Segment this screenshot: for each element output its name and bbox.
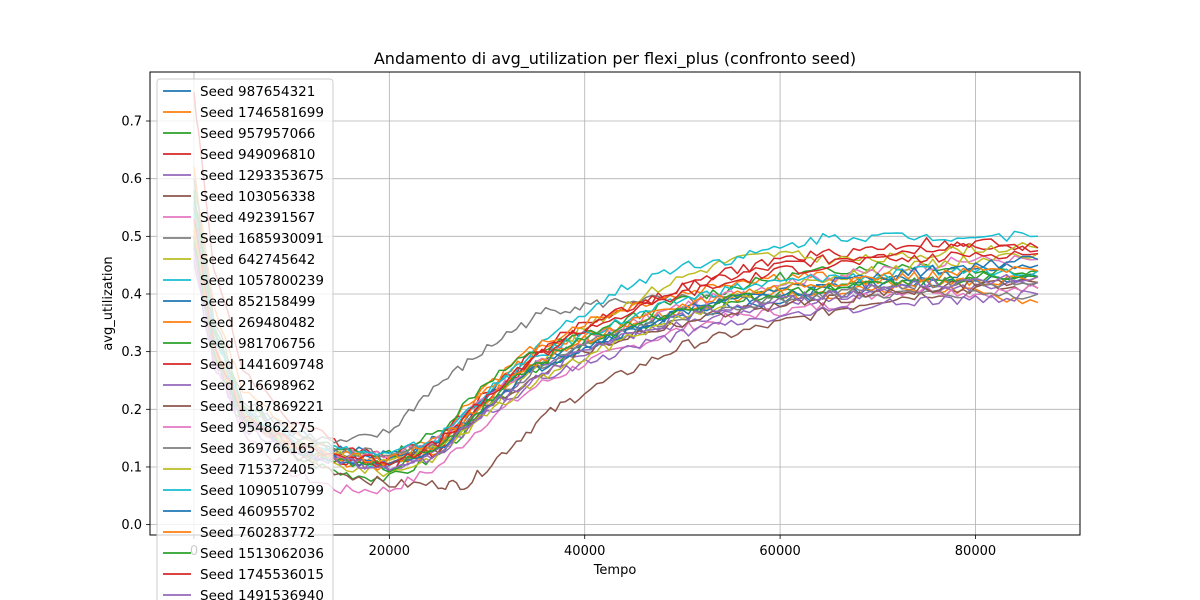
legend-entry: Seed 1491536940	[200, 588, 324, 600]
legend-entry: Seed 1057800239	[200, 273, 324, 289]
legend-entry: Seed 492391567	[200, 210, 315, 226]
y-tick-label: 0.2	[121, 403, 142, 418]
x-tick-label: 60000	[759, 544, 800, 559]
legend-entry: Seed 1441609748	[200, 357, 324, 373]
y-tick-label: 0.1	[121, 460, 142, 475]
legend-entry: Seed 269480482	[200, 315, 315, 331]
legend-entry: Seed 642745642	[200, 252, 315, 268]
legend-entry: Seed 369766165	[200, 441, 315, 457]
legend-entry: Seed 1746581699	[200, 105, 324, 121]
x-axis-label: Tempo	[593, 563, 637, 578]
y-axis-label: avg_utilization	[101, 256, 116, 350]
legend-entry: Seed 981706756	[200, 336, 315, 352]
y-tick-label: 0.7	[121, 115, 142, 130]
y-tick-label: 0.6	[121, 172, 142, 187]
x-axis: 020000400006000080000	[190, 535, 996, 559]
x-tick-label: 20000	[369, 544, 410, 559]
legend-entry: Seed 1293353675	[200, 168, 324, 184]
legend-entry: Seed 103056338	[200, 189, 315, 205]
legend: Seed 987654321 Seed 1746581699 Seed 957957…	[156, 78, 334, 600]
y-tick-label: 0.3	[121, 345, 142, 360]
legend-entry: Seed 1187869221	[200, 399, 324, 415]
legend-box	[156, 78, 334, 600]
y-tick-label: 0.4	[121, 287, 142, 302]
legend-entry: Seed 987654321	[200, 84, 315, 100]
y-tick-label: 0.0	[121, 518, 142, 533]
legend-entry: Seed 1685930091	[200, 231, 324, 247]
legend-entry: Seed 715372405	[200, 462, 315, 478]
legend-entry: Seed 852158499	[200, 294, 315, 310]
legend-entry: Seed 954862275	[200, 420, 315, 436]
legend-entry: Seed 957957066	[200, 126, 315, 142]
legend-entry: Seed 1745536015	[200, 567, 324, 583]
plot-frame	[149, 71, 1081, 536]
x-tick-label: 80000	[955, 544, 996, 559]
y-tick-label: 0.5	[121, 230, 142, 245]
legend-entry: Seed 1513062036	[200, 546, 324, 562]
legend-entry: Seed 760283772	[200, 525, 315, 541]
legend-entry: Seed 1090510799	[200, 483, 324, 499]
chart-title: Andamento di avg_utilization per flexi_p…	[374, 49, 856, 69]
x-tick-label: 40000	[564, 544, 605, 559]
legend-entry: Seed 216698962	[200, 378, 315, 394]
series-lines	[193, 92, 1039, 495]
legend-entry: Seed 460955702	[200, 504, 315, 520]
y-axis: 0.0 0.1 0.2 0.3 0.4 0.5 0.6 0.7	[121, 115, 150, 533]
legend-entry: Seed 949096810	[200, 147, 315, 163]
